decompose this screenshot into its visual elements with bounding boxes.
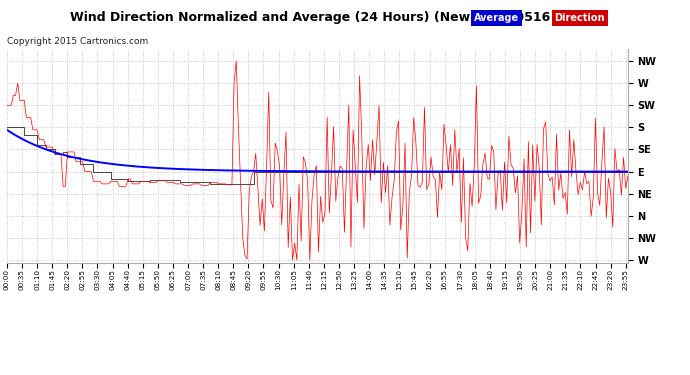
Text: Wind Direction Normalized and Average (24 Hours) (New) 20150516: Wind Direction Normalized and Average (2… (70, 11, 551, 24)
Text: Direction: Direction (554, 13, 605, 23)
Text: Copyright 2015 Cartronics.com: Copyright 2015 Cartronics.com (7, 38, 148, 46)
Text: Average: Average (474, 13, 520, 23)
